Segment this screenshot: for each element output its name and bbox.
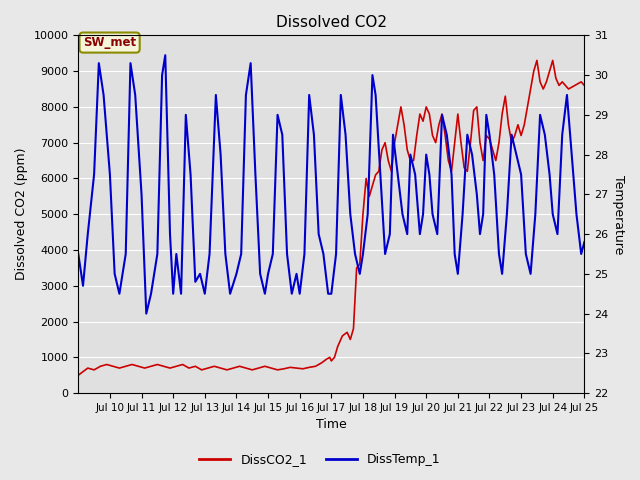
DissCO2_1: [517, 132, 525, 138]
DissCO2_1: [470, 108, 477, 113]
DissTemp_1: [74, 251, 82, 257]
DissCO2_1: [533, 58, 541, 63]
DissTemp_1: [580, 239, 588, 245]
DissTemp_1: [161, 52, 169, 58]
Line: DissTemp_1: DissTemp_1: [78, 55, 584, 313]
DissCO2_1: [74, 372, 82, 378]
DissTemp_1: [554, 231, 561, 237]
X-axis label: Time: Time: [316, 419, 347, 432]
Text: SW_met: SW_met: [83, 36, 136, 49]
Y-axis label: Temperature: Temperature: [612, 175, 625, 254]
Y-axis label: Dissolved CO2 (ppm): Dissolved CO2 (ppm): [15, 148, 28, 280]
DissTemp_1: [95, 60, 102, 66]
DissCO2_1: [416, 111, 424, 117]
DissCO2_1: [580, 83, 588, 88]
Legend: DissCO2_1, DissTemp_1: DissCO2_1, DissTemp_1: [194, 448, 446, 471]
DissTemp_1: [143, 311, 150, 316]
DissTemp_1: [503, 211, 511, 217]
DissTemp_1: [468, 152, 476, 157]
DissCO2_1: [305, 364, 313, 370]
DissCO2_1: [499, 111, 506, 117]
Title: Dissolved CO2: Dissolved CO2: [276, 15, 387, 30]
DissCO2_1: [223, 367, 231, 373]
DissTemp_1: [90, 171, 98, 177]
Line: DissCO2_1: DissCO2_1: [78, 60, 584, 375]
DissTemp_1: [261, 291, 269, 297]
